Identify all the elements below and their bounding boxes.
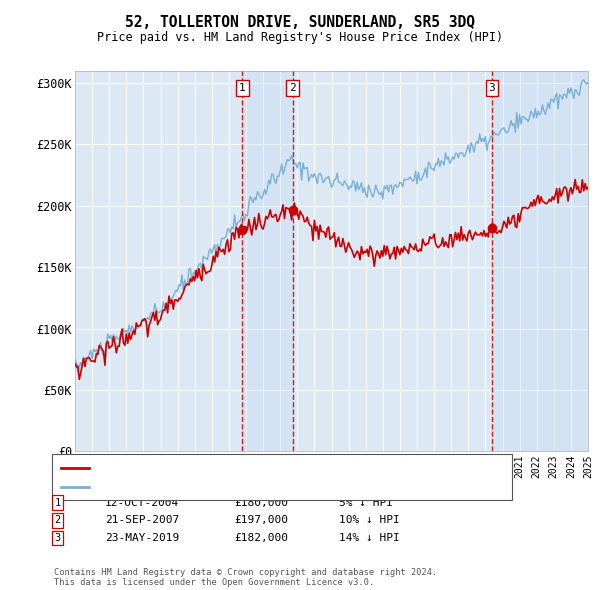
Text: 21-SEP-2007: 21-SEP-2007 xyxy=(105,516,179,525)
Text: 2: 2 xyxy=(289,83,296,93)
Text: HPI: Average price, detached house, Sunderland: HPI: Average price, detached house, Sund… xyxy=(92,481,379,491)
Text: 10% ↓ HPI: 10% ↓ HPI xyxy=(339,516,400,525)
Text: 1: 1 xyxy=(239,83,246,93)
Text: 3: 3 xyxy=(488,83,496,93)
Text: 2: 2 xyxy=(55,516,61,525)
Text: 14% ↓ HPI: 14% ↓ HPI xyxy=(339,533,400,543)
Bar xyxy=(492,71,588,451)
Text: £180,000: £180,000 xyxy=(234,498,288,507)
Text: Price paid vs. HM Land Registry's House Price Index (HPI): Price paid vs. HM Land Registry's House … xyxy=(97,31,503,44)
Text: 1: 1 xyxy=(55,498,61,507)
Text: 5% ↓ HPI: 5% ↓ HPI xyxy=(339,498,393,507)
Text: 52, TOLLERTON DRIVE, SUNDERLAND, SR5 3DQ (detached house): 52, TOLLERTON DRIVE, SUNDERLAND, SR5 3DQ… xyxy=(92,463,448,473)
Text: 3: 3 xyxy=(55,533,61,543)
Text: £197,000: £197,000 xyxy=(234,516,288,525)
Text: 52, TOLLERTON DRIVE, SUNDERLAND, SR5 3DQ: 52, TOLLERTON DRIVE, SUNDERLAND, SR5 3DQ xyxy=(125,15,475,30)
Text: £182,000: £182,000 xyxy=(234,533,288,543)
Bar xyxy=(242,71,293,451)
Text: 23-MAY-2019: 23-MAY-2019 xyxy=(105,533,179,543)
Text: 12-OCT-2004: 12-OCT-2004 xyxy=(105,498,179,507)
Text: Contains HM Land Registry data © Crown copyright and database right 2024.
This d: Contains HM Land Registry data © Crown c… xyxy=(54,568,437,587)
